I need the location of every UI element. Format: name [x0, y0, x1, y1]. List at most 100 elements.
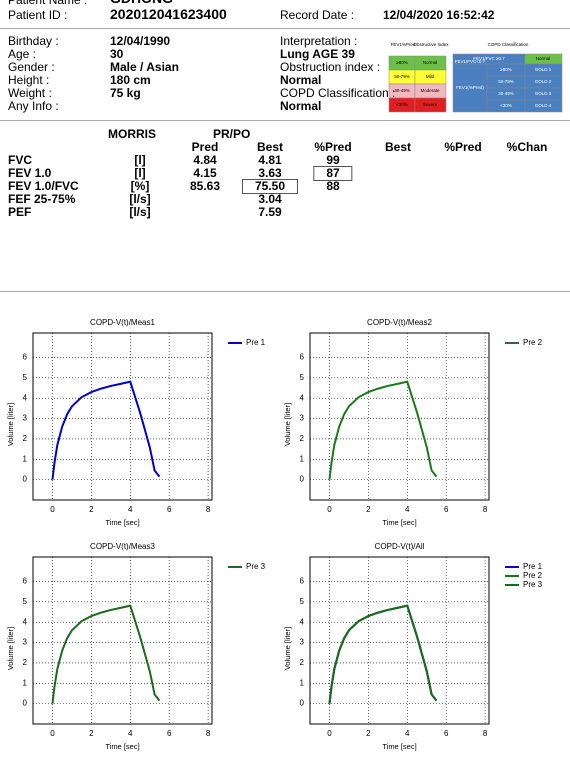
x-tick-label: 2 — [89, 505, 94, 514]
legend-range: 50-79% — [394, 74, 410, 79]
text: [l/s] — [129, 192, 151, 206]
text: 99 — [326, 153, 340, 167]
y-tick-label: 3 — [23, 414, 28, 423]
legend-text: FEV1/FVC<0.7 — [455, 59, 486, 64]
legend-text: FEV1(%Pred) — [456, 85, 484, 90]
y-axis-label: Volume [liter] — [6, 403, 15, 446]
x-axis-label: Time [sec] — [382, 518, 416, 527]
y-tick-label: 5 — [300, 597, 305, 606]
text: 12/04/2020 16:52:42 — [383, 8, 495, 22]
text: %Chan — [506, 140, 548, 154]
legend-text: FEV1/FVC ≥0.7 — [473, 56, 505, 61]
y-tick-label: 3 — [300, 414, 305, 423]
legend-header: FEV1%Pred — [391, 42, 416, 47]
y-tick-label: 4 — [300, 617, 305, 626]
legend-label: Pre 3 — [246, 562, 266, 571]
text: FEF 25-75% — [8, 192, 76, 206]
y-axis-label: Volume [liter] — [6, 627, 15, 670]
text: 85.63 — [189, 179, 221, 193]
text: Patient Name : — [8, 0, 88, 7]
y-tick-label: 2 — [300, 434, 305, 443]
legend-label: Pre 3 — [523, 580, 543, 589]
y-tick-label: 4 — [23, 393, 28, 402]
legend-level: GOLD 4 — [535, 103, 552, 108]
x-tick-label: 6 — [444, 729, 449, 738]
text: Weight : — [8, 86, 52, 100]
text: Any Info : — [8, 99, 59, 113]
x-tick-label: 2 — [366, 505, 371, 514]
data-line — [328, 380, 438, 480]
chart-title: COPD-V(t)/All — [375, 542, 425, 551]
legend-range: <30% — [396, 102, 408, 107]
legend-text: Normal — [536, 56, 551, 61]
text: 3.04 — [258, 192, 282, 206]
text: 4.81 — [258, 153, 282, 167]
text: [%] — [130, 179, 150, 193]
x-tick-label: 6 — [444, 505, 449, 514]
text: 30 — [110, 47, 124, 61]
x-tick-label: 2 — [366, 729, 371, 738]
legend-cell — [452, 63, 488, 113]
chart-title: COPD-V(t)/Meas1 — [90, 318, 155, 327]
y-tick-label: 5 — [23, 597, 28, 606]
y-tick-label: 0 — [23, 699, 28, 708]
plot-area — [32, 332, 213, 501]
data-line — [51, 604, 161, 704]
legend-header: Obstructive Index — [413, 42, 449, 47]
legend-label: Pre 2 — [523, 338, 543, 347]
legend-level: GOLD 2 — [535, 79, 552, 84]
legend-range: 50-79% — [498, 79, 514, 84]
text: Normal — [280, 73, 322, 87]
text: Lung AGE 39 — [280, 47, 355, 61]
legend-cell — [414, 97, 447, 113]
y-tick-label: 0 — [300, 475, 305, 484]
y-tick-label: 6 — [300, 577, 305, 586]
text: Obstruction index : — [280, 60, 381, 74]
legend-header: COPD Classification — [488, 42, 529, 47]
y-tick-label: 1 — [300, 454, 305, 463]
x-axis-label: Time [sec] — [105, 518, 139, 527]
text: FVC — [8, 153, 32, 167]
y-tick-label: 6 — [23, 353, 28, 362]
x-tick-label: 0 — [50, 729, 55, 738]
chart-title: COPD-V(t)/Meas2 — [367, 318, 432, 327]
plot-area — [309, 556, 490, 725]
y-tick-label: 1 — [300, 678, 305, 687]
x-tick-label: 4 — [128, 729, 133, 738]
text: [l] — [134, 153, 146, 167]
text: FEV 1.0/FVC — [8, 179, 79, 193]
text: PEF — [8, 205, 32, 219]
x-tick-label: 0 — [50, 505, 55, 514]
legend-level: GOLD 1 — [535, 67, 552, 72]
y-tick-label: 2 — [300, 658, 305, 667]
data-line — [328, 604, 438, 704]
text: 75.50 — [241, 179, 299, 194]
legend-range: <30% — [500, 103, 512, 108]
legend-label: Pre 2 — [523, 571, 543, 580]
text: Best — [256, 140, 284, 154]
x-tick-label: 2 — [89, 729, 94, 738]
y-axis-label: Volume [liter] — [283, 403, 292, 446]
y-tick-label: 1 — [23, 454, 28, 463]
text: GDHONG — [110, 0, 173, 5]
text: 4.15 — [193, 166, 217, 180]
plot-area — [309, 332, 490, 501]
x-tick-label: 4 — [128, 505, 133, 514]
legend-level: Severe — [423, 102, 438, 107]
text: 7.59 — [258, 205, 282, 219]
text: Patient ID : — [8, 8, 68, 22]
x-tick-label: 0 — [327, 729, 332, 738]
text: 12/04/1990 — [110, 34, 171, 48]
text: Best — [384, 140, 412, 154]
x-tick-label: 4 — [405, 729, 410, 738]
y-tick-label: 4 — [23, 617, 28, 626]
text: Normal — [280, 99, 322, 113]
y-tick-label: 5 — [300, 373, 305, 382]
text: PR/PO — [213, 127, 251, 141]
text: Record Date : — [280, 8, 355, 22]
data-line — [51, 380, 161, 480]
legend-range: ≥80% — [500, 67, 511, 72]
x-tick-label: 8 — [483, 729, 488, 738]
